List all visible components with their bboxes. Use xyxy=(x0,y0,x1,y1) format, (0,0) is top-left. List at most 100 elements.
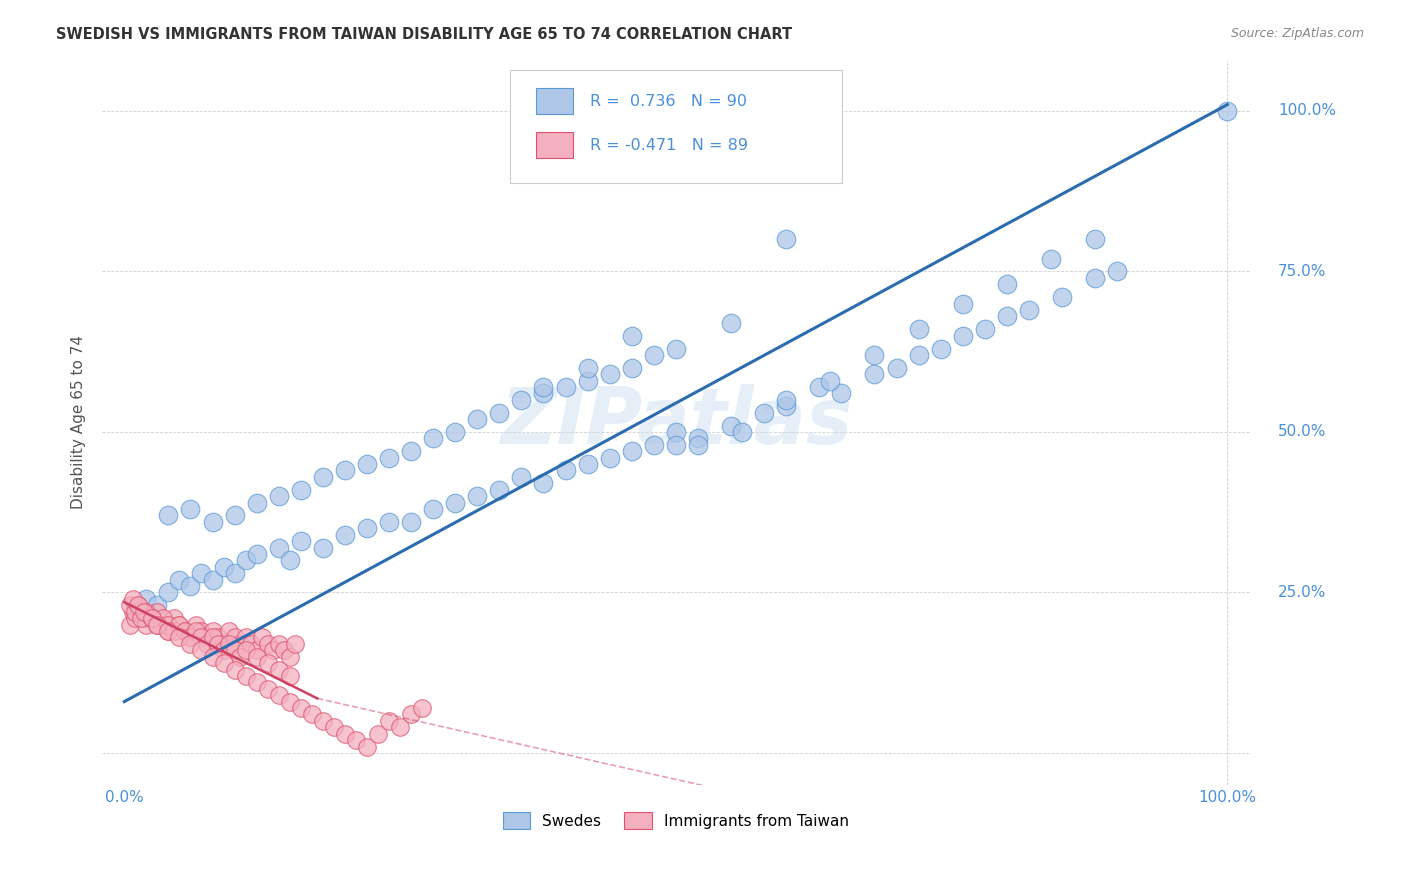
Point xyxy=(157,617,180,632)
Point xyxy=(146,617,169,632)
Text: 100.0%: 100.0% xyxy=(1278,103,1336,119)
Point xyxy=(952,328,974,343)
Point xyxy=(554,463,576,477)
Point xyxy=(686,431,709,445)
Point xyxy=(135,591,157,606)
Point xyxy=(356,521,378,535)
Point xyxy=(201,573,224,587)
Point xyxy=(179,502,201,516)
Point xyxy=(267,688,290,702)
Point xyxy=(686,438,709,452)
Point xyxy=(229,637,252,651)
Point xyxy=(246,649,269,664)
Point xyxy=(278,695,301,709)
Point xyxy=(1084,232,1107,246)
Point xyxy=(262,643,284,657)
Point xyxy=(1050,290,1073,304)
Point xyxy=(301,707,323,722)
Point xyxy=(235,669,257,683)
Point xyxy=(973,322,995,336)
Point xyxy=(135,617,157,632)
Point xyxy=(201,515,224,529)
Point xyxy=(333,463,356,477)
Point xyxy=(134,611,156,625)
Point xyxy=(576,360,599,375)
Point xyxy=(267,637,290,651)
Point xyxy=(174,624,197,638)
Point xyxy=(235,643,257,657)
Point xyxy=(312,541,335,555)
Point xyxy=(929,342,952,356)
Point xyxy=(378,450,401,465)
Point xyxy=(1039,252,1062,266)
Point xyxy=(118,617,141,632)
Text: R =  0.736   N = 90: R = 0.736 N = 90 xyxy=(591,95,747,109)
Point xyxy=(378,714,401,728)
Point xyxy=(179,631,201,645)
Point xyxy=(152,617,174,632)
Point xyxy=(141,611,163,625)
Point xyxy=(246,675,269,690)
Point xyxy=(284,637,307,651)
Point xyxy=(118,599,141,613)
Point xyxy=(620,444,643,458)
Point xyxy=(333,527,356,541)
Point xyxy=(190,631,212,645)
Point xyxy=(399,707,422,722)
Text: SWEDISH VS IMMIGRANTS FROM TAIWAN DISABILITY AGE 65 TO 74 CORRELATION CHART: SWEDISH VS IMMIGRANTS FROM TAIWAN DISABI… xyxy=(56,27,793,42)
Point xyxy=(312,470,335,484)
Point xyxy=(146,605,169,619)
Text: ZIPatlas: ZIPatlas xyxy=(499,384,852,460)
Point xyxy=(808,380,831,394)
Point xyxy=(411,701,433,715)
Point xyxy=(195,637,218,651)
Point xyxy=(643,438,665,452)
Point xyxy=(201,649,224,664)
Point xyxy=(169,573,191,587)
Point xyxy=(256,637,278,651)
Point xyxy=(820,374,842,388)
Text: 25.0%: 25.0% xyxy=(1278,585,1327,600)
Point xyxy=(422,431,444,445)
Point xyxy=(995,277,1018,292)
Text: 50.0%: 50.0% xyxy=(1278,425,1327,440)
Point xyxy=(620,360,643,375)
Point xyxy=(207,637,229,651)
Text: Source: ZipAtlas.com: Source: ZipAtlas.com xyxy=(1230,27,1364,40)
Point xyxy=(212,643,235,657)
Point xyxy=(169,631,191,645)
Point xyxy=(163,624,186,638)
Point xyxy=(224,643,246,657)
Point xyxy=(533,476,555,491)
Point xyxy=(127,599,149,613)
Point xyxy=(179,637,201,651)
Point xyxy=(775,232,797,246)
Point xyxy=(488,406,510,420)
Point xyxy=(731,425,754,439)
Point xyxy=(169,617,191,632)
Point xyxy=(290,483,312,497)
Point xyxy=(643,348,665,362)
Text: R = -0.471   N = 89: R = -0.471 N = 89 xyxy=(591,137,748,153)
Point xyxy=(190,643,212,657)
Point xyxy=(157,508,180,523)
Point xyxy=(246,547,269,561)
Point xyxy=(665,438,688,452)
Point xyxy=(830,386,852,401)
Point xyxy=(124,605,146,619)
Point xyxy=(267,663,290,677)
Point xyxy=(399,515,422,529)
Point xyxy=(224,566,246,581)
Point xyxy=(1084,271,1107,285)
Point xyxy=(278,669,301,683)
Point xyxy=(356,457,378,471)
Point xyxy=(1216,103,1239,118)
Point xyxy=(367,727,389,741)
Point xyxy=(235,631,257,645)
Point xyxy=(599,450,621,465)
Point xyxy=(134,605,156,619)
Point xyxy=(907,322,929,336)
Point xyxy=(465,412,488,426)
Point xyxy=(129,611,152,625)
Point xyxy=(267,541,290,555)
